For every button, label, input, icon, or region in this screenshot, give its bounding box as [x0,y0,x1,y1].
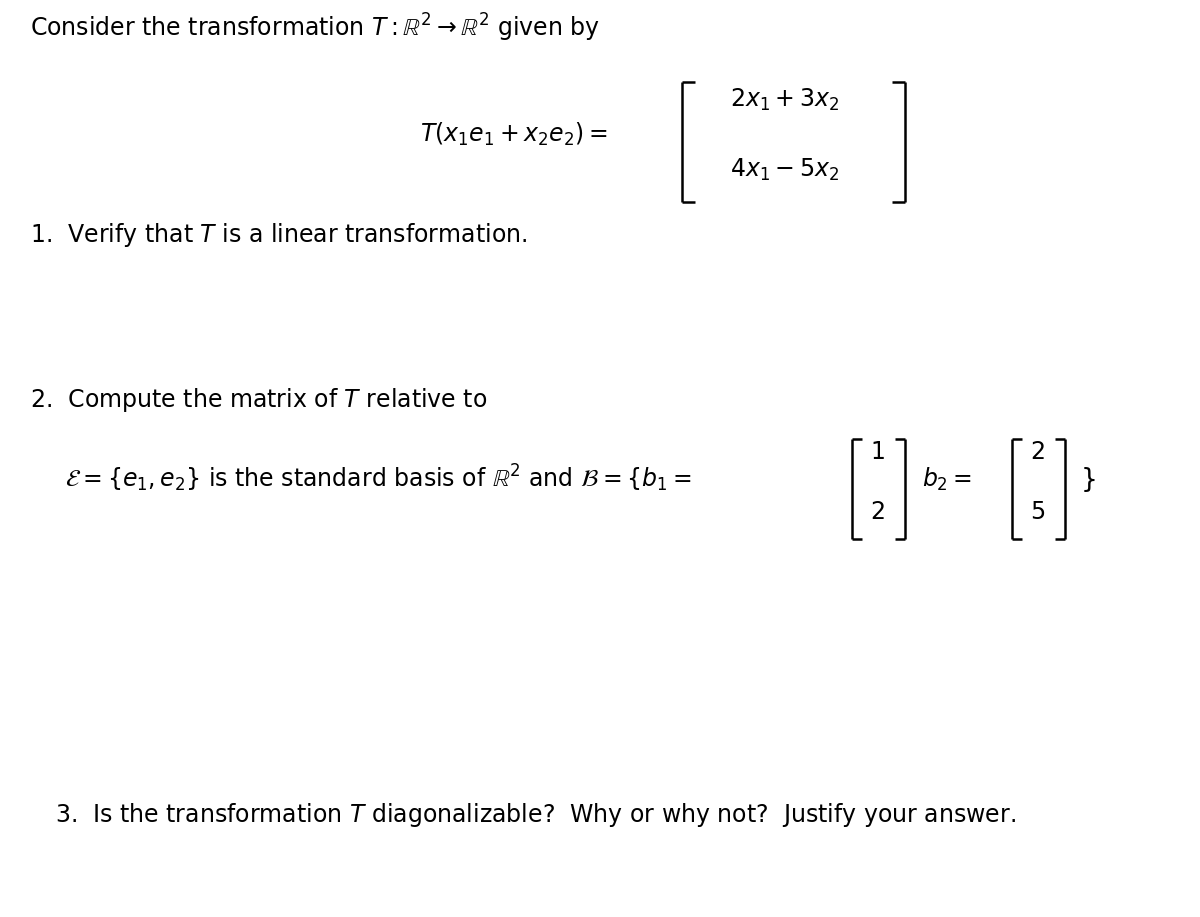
Text: $b_2 =$: $b_2 =$ [922,466,972,493]
Text: 2: 2 [870,500,886,524]
Text: Consider the transformation $T : \mathbb{R}^2 \rightarrow \mathbb{R}^2$ given by: Consider the transformation $T : \mathbb… [30,12,600,44]
Text: $\}$: $\}$ [1080,465,1096,494]
Text: $T(x_1e_1 + x_2e_2) =$: $T(x_1e_1 + x_2e_2) =$ [420,121,607,149]
Text: $2x_1 + 3x_2$: $2x_1 + 3x_2$ [731,87,840,113]
Text: $\mathcal{E} = \{e_1, e_2\}$ is the standard basis of $\mathbb{R}^2$ and $\mathc: $\mathcal{E} = \{e_1, e_2\}$ is the stan… [65,462,691,493]
Text: $4x_1 - 5x_2$: $4x_1 - 5x_2$ [731,157,840,183]
Text: 1.  Verify that $T$ is a linear transformation.: 1. Verify that $T$ is a linear transform… [30,221,527,249]
Text: 5: 5 [1031,500,1045,524]
Text: 2.  Compute the matrix of $T$ relative to: 2. Compute the matrix of $T$ relative to [30,386,487,414]
Text: 3.  Is the transformation $T$ diagonalizable?  Why or why not?  Justify your ans: 3. Is the transformation $T$ diagonaliza… [55,801,1016,829]
Text: 2: 2 [1031,440,1045,464]
Text: 1: 1 [870,440,886,464]
